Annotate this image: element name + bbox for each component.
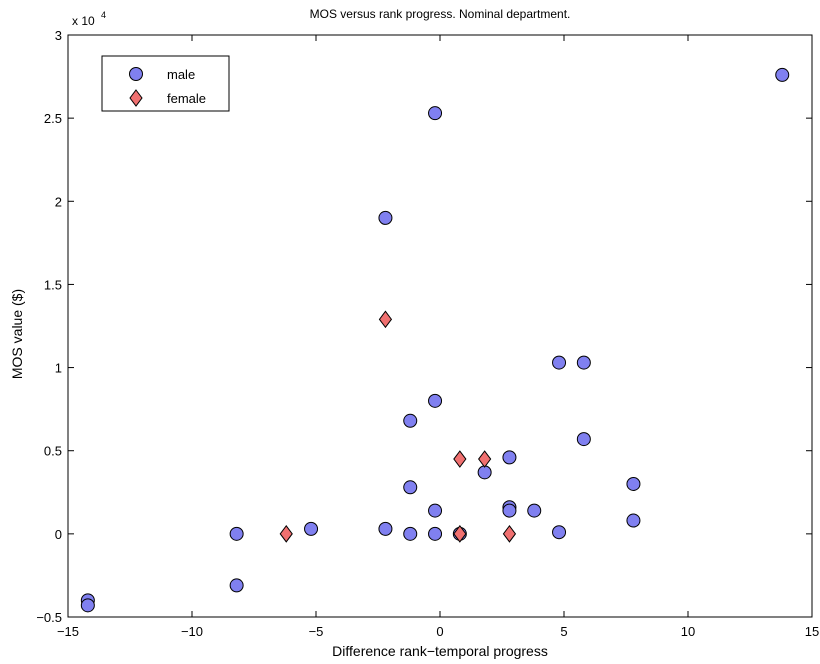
data-points bbox=[80, 67, 790, 613]
legend-label-male: male bbox=[167, 67, 195, 82]
male-point bbox=[428, 106, 443, 121]
y-tick-label: 1 bbox=[55, 361, 62, 376]
male-point bbox=[626, 476, 641, 491]
x-tick-label: −15 bbox=[57, 624, 79, 639]
female-point bbox=[378, 310, 393, 329]
male-point bbox=[626, 513, 641, 528]
y-tick-label: 0 bbox=[55, 527, 62, 542]
male-point bbox=[576, 432, 591, 447]
y-tick-label: −0.5 bbox=[36, 610, 62, 625]
y-axis: −0.5 0 0.5 1 1.5 2 2.5 3 bbox=[36, 28, 812, 625]
male-point bbox=[229, 526, 244, 541]
legend-box bbox=[101, 55, 230, 112]
y-tick-label: 2 bbox=[55, 194, 62, 209]
male-point bbox=[576, 355, 591, 370]
x-tick-label: 5 bbox=[560, 624, 567, 639]
legend-marker-male bbox=[129, 67, 143, 81]
male-point bbox=[378, 521, 393, 536]
female-point bbox=[502, 525, 517, 543]
x-tick-label: −5 bbox=[309, 624, 324, 639]
y-tick-label: 1.5 bbox=[44, 277, 62, 292]
male-point bbox=[502, 503, 517, 518]
female-point bbox=[279, 525, 293, 543]
male-point bbox=[304, 521, 319, 536]
male-point bbox=[80, 598, 95, 613]
y-tick-label: 0.5 bbox=[44, 444, 62, 459]
y-tick-label: 3 bbox=[55, 28, 62, 43]
male-point bbox=[775, 67, 790, 82]
y-multiplier-label: x 10 bbox=[72, 14, 95, 28]
male-point bbox=[502, 450, 517, 465]
x-tick-label: 10 bbox=[681, 624, 695, 639]
male-point bbox=[403, 413, 418, 428]
female-point bbox=[478, 450, 492, 468]
chart-title: MOS versus rank progress. Nominal depart… bbox=[310, 7, 571, 21]
male-point bbox=[428, 393, 443, 408]
y-tick-label: 2.5 bbox=[44, 111, 62, 126]
male-point bbox=[552, 355, 567, 370]
x-axis-label: Difference rank−temporal progress bbox=[332, 643, 548, 659]
y-axis-label: MOS value ($) bbox=[9, 289, 25, 379]
x-tick-label: −10 bbox=[181, 624, 203, 639]
y-axis-multiplier: x 10 4 bbox=[72, 10, 106, 28]
x-axis: −15 −10 −5 0 5 10 15 bbox=[57, 35, 819, 639]
female-point bbox=[453, 525, 467, 543]
female-point bbox=[453, 450, 467, 468]
male-point bbox=[552, 525, 567, 540]
male-point bbox=[428, 526, 443, 541]
male-point bbox=[428, 503, 443, 518]
series-female bbox=[279, 310, 517, 543]
x-tick-label: 15 bbox=[805, 624, 819, 639]
male-point bbox=[403, 480, 418, 495]
x-tick-label: 0 bbox=[436, 624, 443, 639]
plot-area bbox=[67, 34, 813, 618]
male-point bbox=[378, 210, 393, 225]
male-point bbox=[403, 526, 418, 541]
legend-label-female: female bbox=[167, 91, 206, 106]
male-point bbox=[527, 503, 542, 518]
legend: male female bbox=[101, 55, 230, 112]
legend-marker-female bbox=[129, 89, 143, 107]
male-point bbox=[229, 578, 244, 593]
y-multiplier-exponent: 4 bbox=[101, 10, 106, 20]
